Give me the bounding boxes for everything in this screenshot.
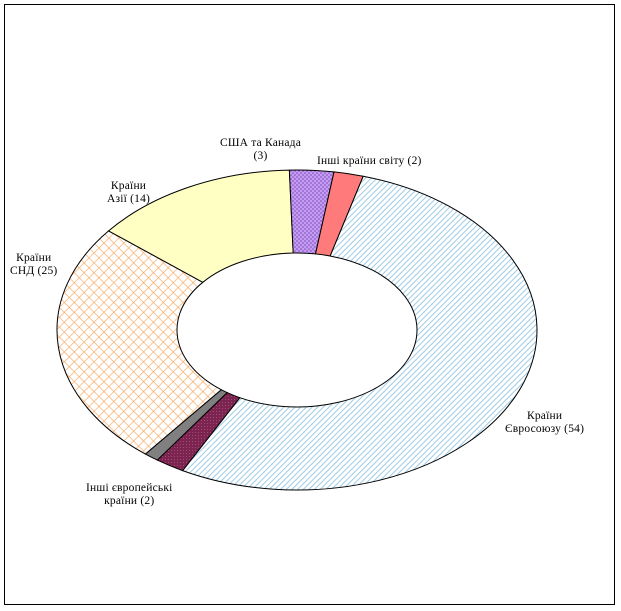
slice-cis	[56, 230, 223, 455]
slice-other-world	[314, 171, 364, 257]
label-cis: Країни СНД (25)	[10, 252, 58, 277]
label-other-europe: Інші європейські країни (2)	[86, 482, 173, 507]
label-other-world: Інші країни світу (2)	[317, 155, 422, 167]
label-eu: Країни Євросоюзу (54)	[505, 410, 585, 435]
label-asia: Країни Азії (14)	[107, 180, 151, 205]
slice-asia	[107, 169, 294, 283]
label-usa-canada: США та Канада (3)	[220, 137, 302, 162]
slice-eu	[181, 175, 538, 491]
